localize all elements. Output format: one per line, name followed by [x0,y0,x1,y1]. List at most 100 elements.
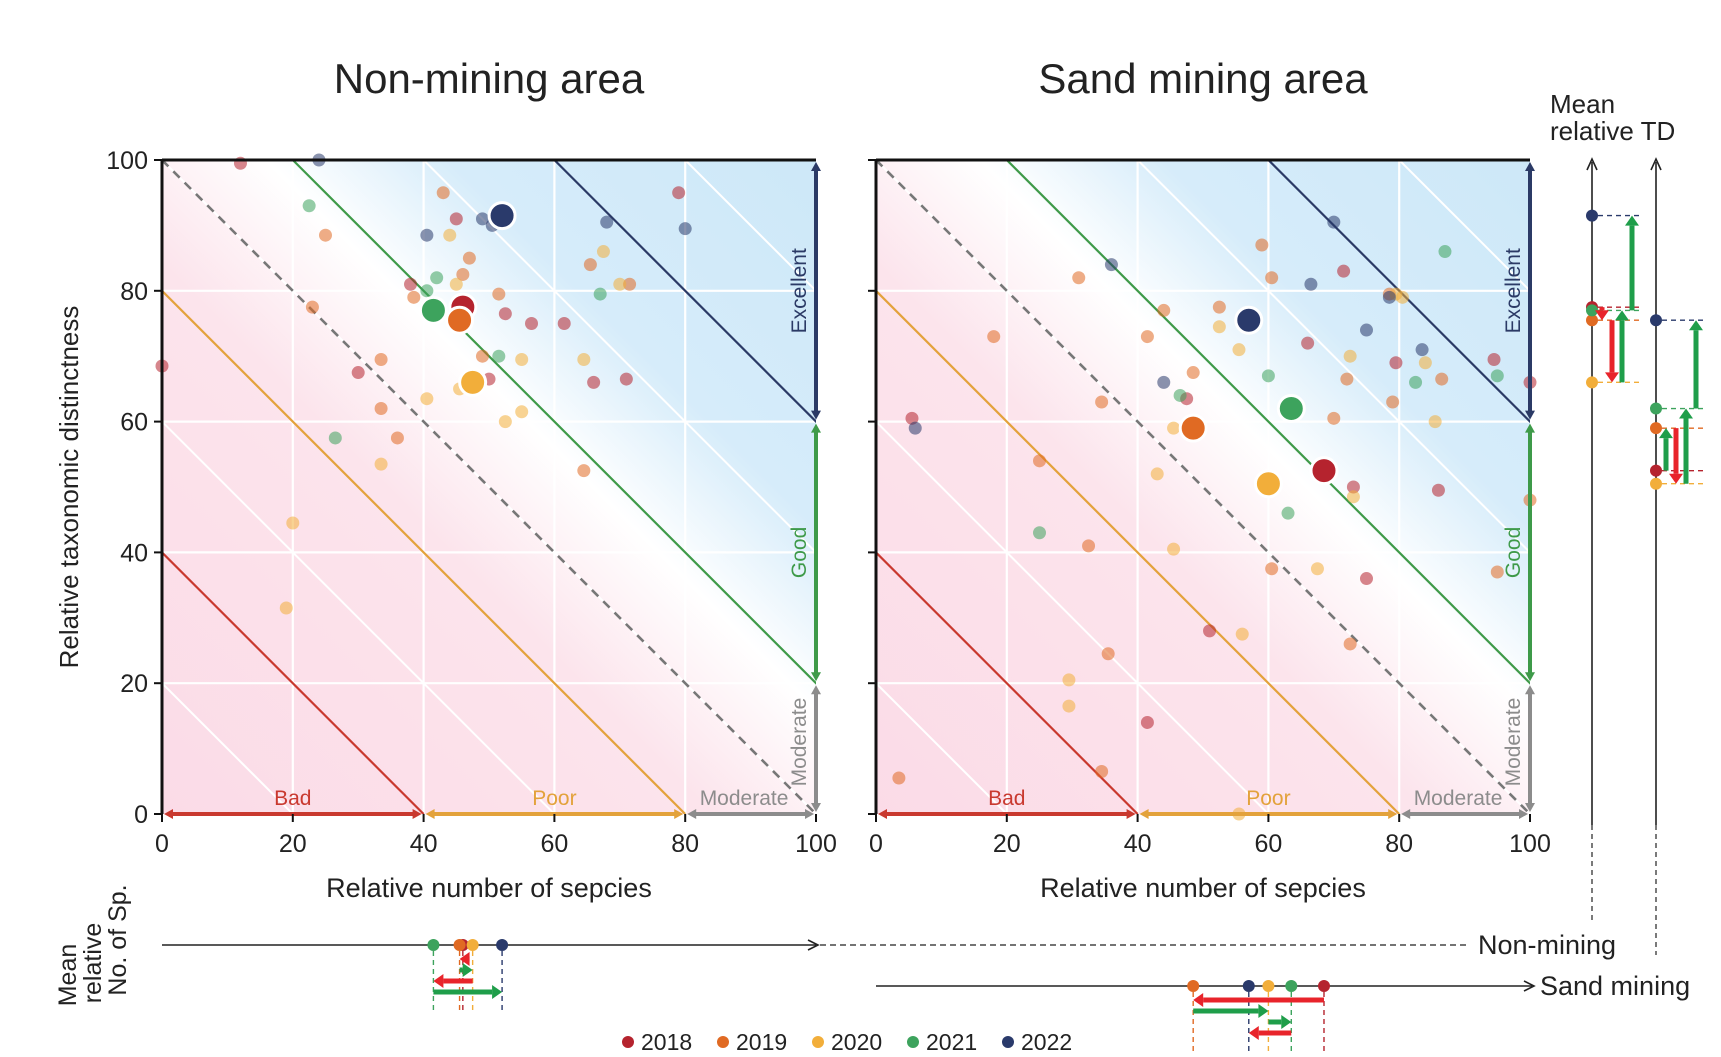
non-mining-sp-change-arrowhead [459,952,470,966]
data-point-2019 [1435,372,1449,386]
y-tick-label: 0 [134,801,148,829]
grid-line-diagonal [876,681,1008,814]
data-point-2022 [1157,375,1171,389]
x-tick-label: 20 [993,830,1021,858]
mean-point-2018 [1309,456,1339,486]
good-boundary-line [292,160,816,685]
mean-species-marks [427,939,1330,1051]
data-point-2021 [1261,369,1275,383]
data-point-2021 [1409,375,1423,389]
data-point-2020 [1346,490,1360,504]
data-point-2020 [613,277,627,291]
data-point-2019 [1212,300,1226,314]
sp-axis-sand-mining-arrowhead [1523,980,1536,992]
sand-mining-td-change-arrowhead [1689,320,1703,331]
bad-range-arrowhead-left [164,809,173,819]
data-point-2019 [892,771,906,785]
data-point-2020 [1428,415,1442,429]
data-point-2022 [600,215,614,229]
moderate-vrange-arrowhead-bottom [1525,803,1535,812]
right-panel-title: Sand mining area [1038,55,1368,102]
data-point-2019 [374,352,388,366]
data-point-2019 [1095,764,1109,778]
data-point-2018 [1203,624,1217,638]
legend-label-2019: 2019 [736,1029,787,1055]
data-point-2019 [374,402,388,416]
data-point-2019 [305,300,319,314]
moderate-range-arrowhead-left [687,809,697,819]
data-point-2019 [1386,395,1400,409]
excellent-boundary-line [553,160,816,424]
data-point-2019 [456,267,470,281]
non-mining-td-change-arrowhead [1605,372,1619,383]
data-point-2020 [1167,542,1181,556]
non-mining-sp-change-arrowhead [462,963,473,977]
data-point-2022 [1382,290,1396,304]
data-point-2019 [1186,366,1200,380]
data-point-2019 [1072,271,1086,285]
bad-range-label: Bad [274,787,311,810]
mean-td-marks [1586,209,1706,490]
data-point-2020 [1062,699,1076,713]
sp-axis-non-mining-arrowhead [807,939,820,951]
grid-line-diagonal [162,420,556,814]
data-point-2020 [1310,562,1324,576]
x-tick-label: 80 [1385,830,1413,858]
moderate-vrange-arrowhead-top [1525,685,1535,695]
data-point-2022 [1415,343,1429,357]
y-axis-title: Relative taxonomic distinctness [54,306,84,669]
poor-range-label: Poor [1246,787,1290,810]
data-point-2018 [1360,572,1373,586]
data-point-2019 [1265,562,1279,576]
data-point-2020 [1418,356,1432,370]
data-point-2020 [1235,627,1249,641]
data-point-2018 [1346,480,1360,494]
sand-mining-td-change-arrowhead [1659,428,1673,439]
grid-line-diagonal [1136,160,1530,554]
data-point-2022 [1360,323,1373,337]
right-x-axis-title: Relative number of sepcies [1040,873,1366,903]
data-point-2019 [436,186,450,200]
moderate-range-label: Moderate [700,787,789,810]
data-point-2022 [1327,215,1341,229]
sand-mining-mean-td-2018 [1650,464,1662,477]
mean-point-2022 [1234,305,1264,335]
mean-dashed-line [162,160,816,814]
data-point-2021 [302,199,316,213]
data-point-2018 [672,186,686,200]
excellent-vrange-arrowhead-bottom [1525,410,1535,420]
data-point-2022 [1104,258,1118,272]
data-point-2018 [449,212,463,226]
mean-sp-title-line1: Mean [54,944,82,1007]
mean-point-2019 [445,305,475,335]
x-tick-label: 60 [540,830,568,858]
data-point-2021 [1281,506,1295,520]
data-point-2019 [475,349,489,363]
bad-range-arrowhead-right [1126,809,1136,819]
mean-relative-td-panel: Mean relative TD [1550,89,1706,955]
data-point-2019 [1255,238,1269,252]
excellent-boundary-line [1267,160,1530,424]
data-point-2020 [420,392,434,406]
legend-label-2021: 2021 [926,1029,977,1055]
mean-point-2020 [458,367,488,397]
sand-mining-mean-td-2020 [1650,477,1662,490]
legend-marker-2019 [717,1036,729,1048]
clipped-layer [876,160,1530,814]
non-mining-td-change-arrowhead [1615,310,1629,321]
grid-line-diagonal [422,160,816,554]
data-point-2021 [1490,369,1504,383]
data-point-2018 [498,307,512,321]
data-point-2022 [1304,277,1318,291]
legend-label-2020: 2020 [831,1029,882,1055]
data-point-2020 [374,457,388,471]
non-mining-sp-change-arrowhead [492,985,503,999]
excellent-vrange-label: Excellent [1502,248,1525,333]
mean-point-2021 [418,295,448,325]
moderate-range-arrowhead-left [1401,809,1411,819]
good-vrange-arrowhead-bottom [1525,672,1535,682]
excellent-vrange-label: Excellent [788,248,811,333]
x-tick-label: 0 [155,830,169,858]
